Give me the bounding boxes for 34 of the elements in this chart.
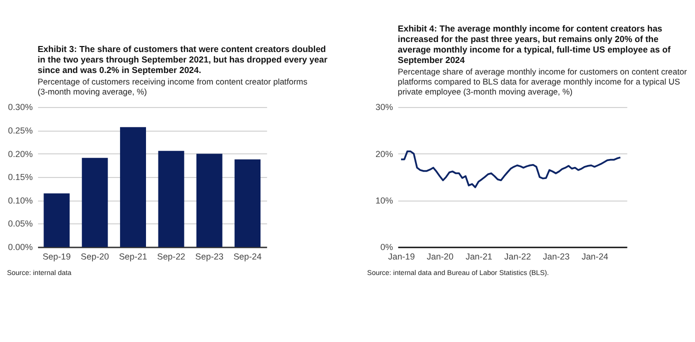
x-tick-label: Sep-22 xyxy=(157,252,186,262)
x-tick-label: Sep-19 xyxy=(42,252,71,262)
y-tick-label: 0.25% xyxy=(8,125,33,136)
bar xyxy=(158,150,184,247)
x-tick-label: Jan-21 xyxy=(466,252,492,262)
x-tick-label: Sep-21 xyxy=(118,252,148,262)
y-tick-label: 0% xyxy=(380,242,394,252)
x-tick-label: Jan-24 xyxy=(582,252,608,262)
bar xyxy=(234,159,261,247)
x-tick-label: Jan-20 xyxy=(426,252,454,262)
x-tick-label: Jan-19 xyxy=(388,252,415,262)
y-tick-label: 0.20% xyxy=(8,148,33,159)
x-tick-label: Sep-24 xyxy=(233,252,262,262)
x-tick-label: Sep-23 xyxy=(195,252,224,262)
y-tick-label: 0.05% xyxy=(8,218,33,229)
y-tick-label: 0.15% xyxy=(8,172,33,182)
x-tick-label: Jan-22 xyxy=(504,252,532,262)
y-tick-label: 30% xyxy=(375,102,394,112)
chart-title: Exhibit 4: The average monthly income for content creators has increased for the past three years, but remains only 20% of the average monthly income for a typical, full-time US employee as of September 2024 xyxy=(398,23,671,65)
bar xyxy=(82,158,108,247)
y-tick-label: 20% xyxy=(375,148,394,159)
bar xyxy=(120,127,146,247)
chart-title: Exhibit 3: The share of customers that were content creators doubled in the two years through September 2021, but has dropped every year since and was 0.2% in September 2024. xyxy=(38,44,328,76)
y-tick-label: 0.30% xyxy=(8,102,33,112)
x-tick-label: Jan-23 xyxy=(542,252,570,262)
y-tick-label: 0.10% xyxy=(8,195,33,206)
y-tick-label: 10% xyxy=(375,195,394,206)
chart-subtitle: Percentage of customers receiving income from content creator platforms (3-month moving average, %) xyxy=(38,76,308,96)
x-tick-label: Sep-20 xyxy=(80,252,110,262)
y-tick-label: 0.00% xyxy=(8,242,33,252)
line-series xyxy=(400,150,622,188)
bar xyxy=(196,154,222,247)
chart-subtitle: Percentage share of average monthly income for customers on content creator platforms compared to BLS data for average monthly income for a typical US private employee (3-month moving average, %) xyxy=(398,66,688,96)
bar xyxy=(44,193,70,247)
